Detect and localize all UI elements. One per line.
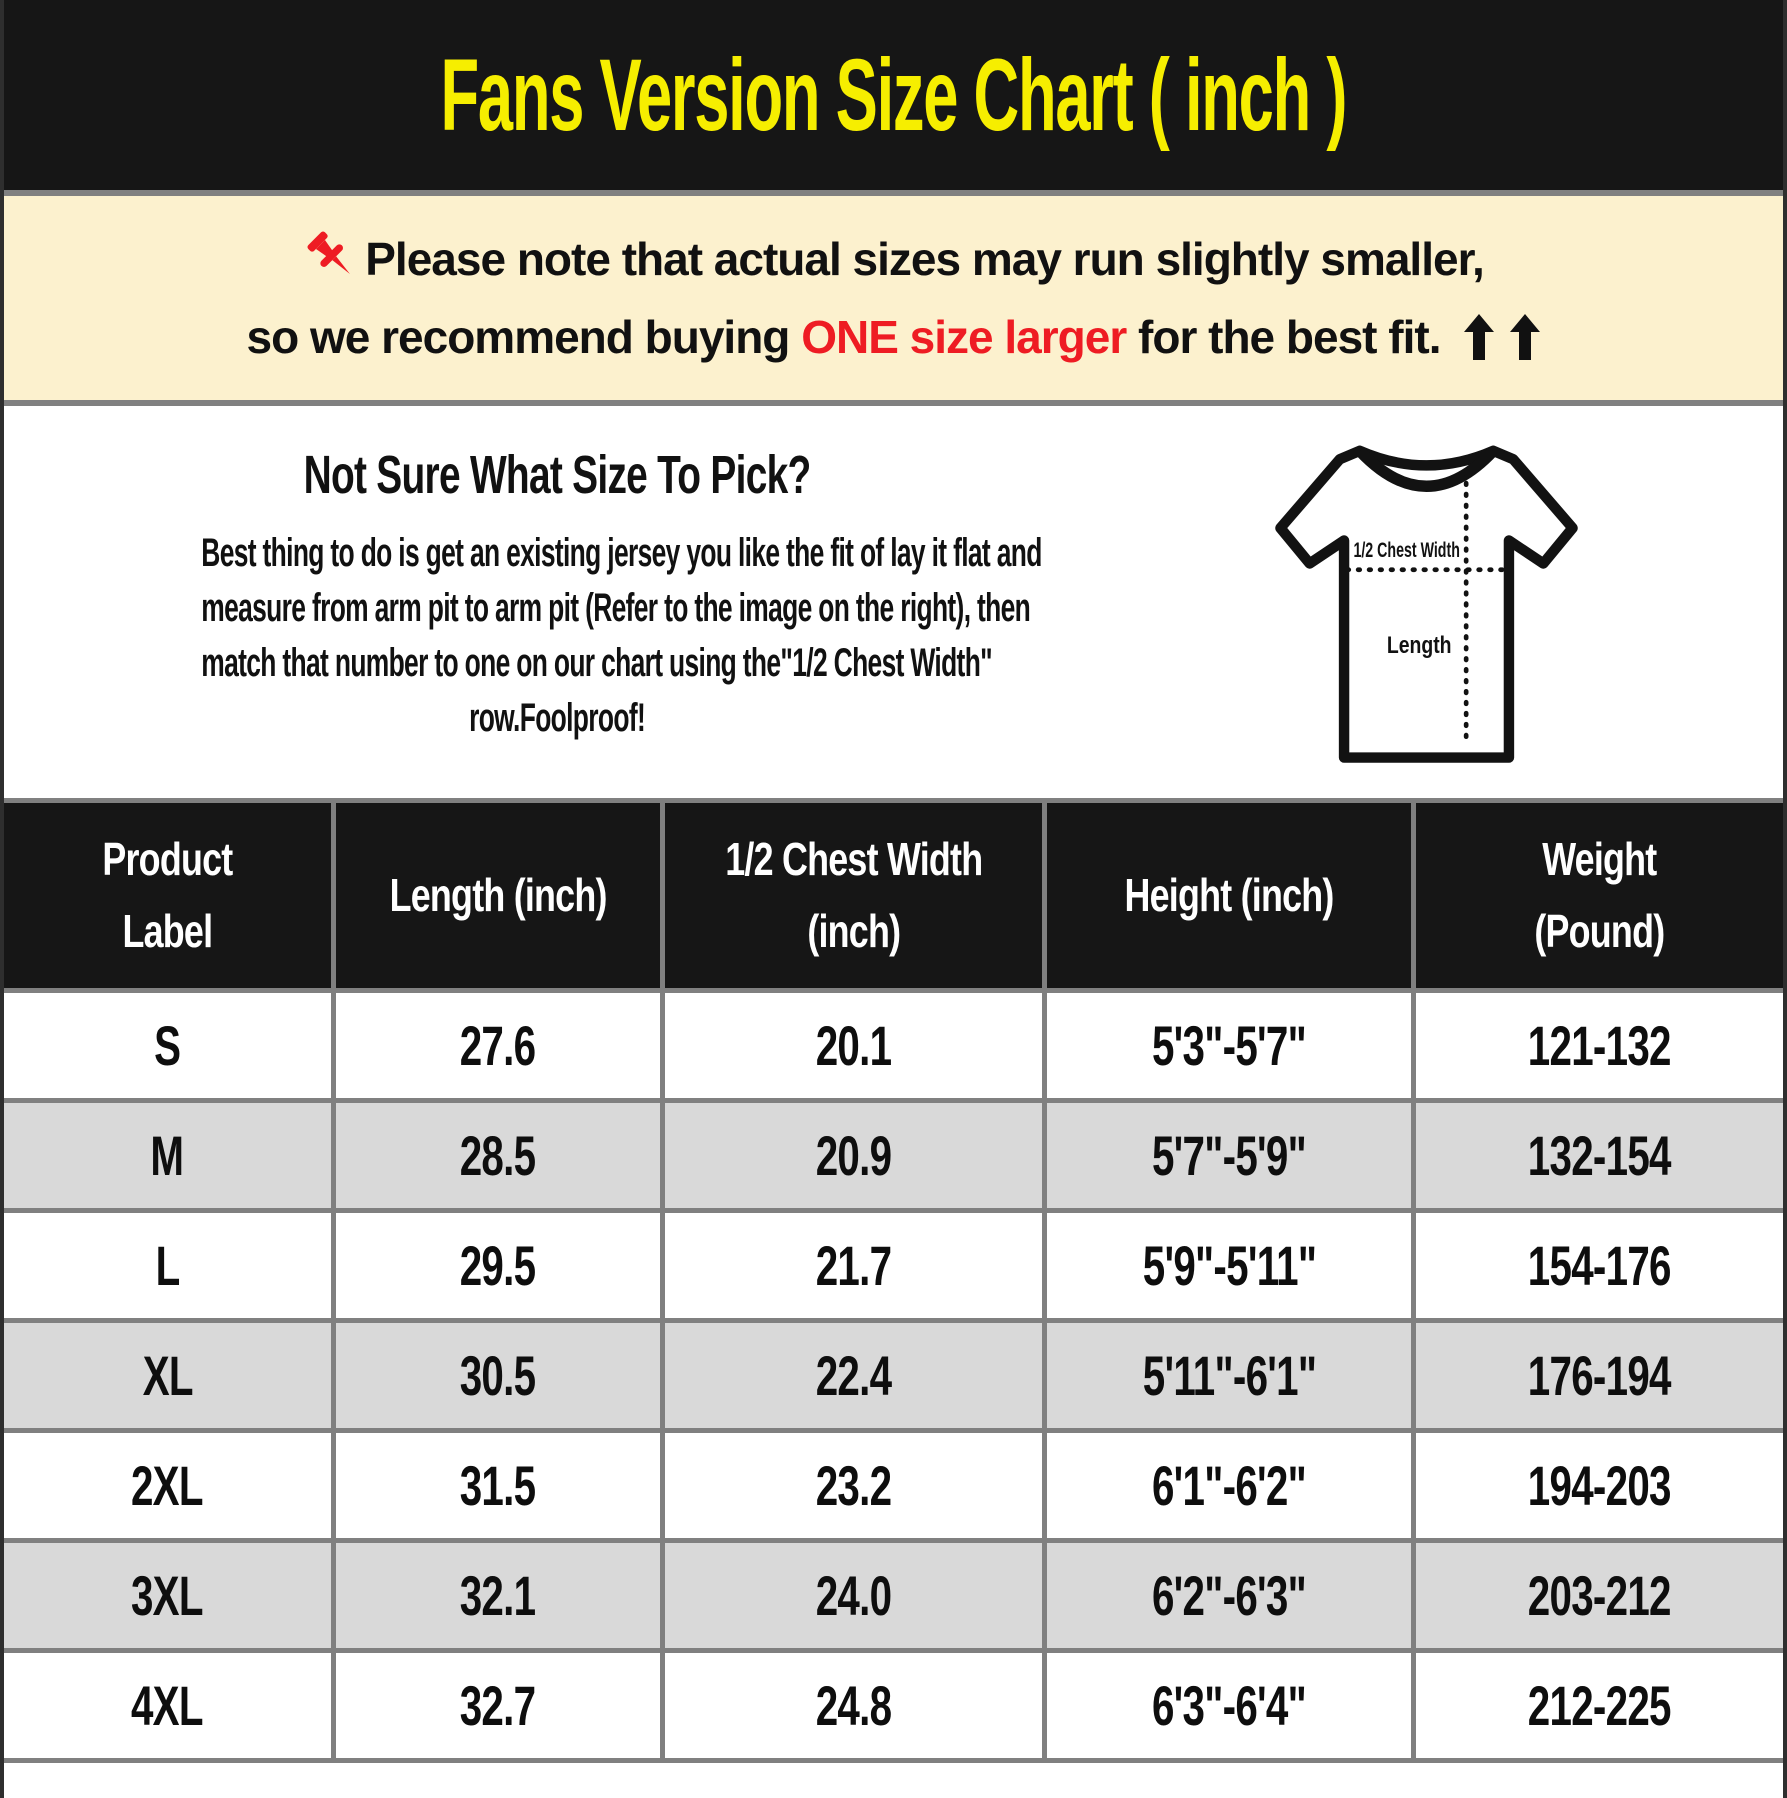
table-row: 2XL 31.5 23.2 6'1"-6'2" 194-203: [4, 1428, 1783, 1543]
section-divider: [4, 400, 1783, 406]
col-header-product-label: Product Label: [4, 798, 336, 993]
pushpin-icon: [307, 231, 351, 274]
cell-chest-width: 24.0: [659, 1538, 1048, 1653]
cell-height: 6'3"-6'4": [1042, 1648, 1417, 1763]
length-label: Length: [1387, 632, 1452, 659]
cell-weight: 154-176: [1411, 1208, 1783, 1323]
table-row: M 28.5 20.9 5'7"-5'9" 132-154: [4, 1098, 1783, 1213]
size-help-heading: Not Sure What Size To Pick?: [303, 445, 812, 505]
table-row: L 29.5 21.7 5'9"-5'11" 154-176: [4, 1208, 1783, 1323]
cell-weight: 132-154: [1411, 1098, 1783, 1213]
page-title: Fans Version Size Chart ( inch ): [440, 37, 1348, 152]
table-row: XL 30.5 22.4 5'11"-6'1" 176-194: [4, 1318, 1783, 1433]
size-table: Product Label Length (inch) 1/2 Chest Wi…: [4, 798, 1783, 1763]
size-help-line: Best thing to do is get an existing jers…: [201, 531, 1042, 575]
cell-size-label: M: [4, 1098, 336, 1213]
col-header-length: Length (inch): [330, 798, 665, 993]
notice-text-1: Please note that actual sizes may run sl…: [365, 233, 1484, 285]
table-row: 4XL 32.7 24.8 6'3"-6'4" 212-225: [4, 1648, 1783, 1763]
cell-height: 5'3"-5'7": [1042, 988, 1417, 1103]
cell-length: 28.5: [330, 1098, 665, 1213]
size-help-line: row.Foolproof!: [469, 696, 646, 740]
one-size-larger-highlight: ONE size larger: [801, 311, 1127, 363]
cell-size-label: 2XL: [4, 1428, 336, 1543]
cell-size-label: 4XL: [4, 1648, 336, 1763]
cell-length: 29.5: [330, 1208, 665, 1323]
cell-length: 32.1: [330, 1538, 665, 1653]
col-header-weight: Weight (Pound): [1411, 798, 1783, 993]
cell-chest-width: 23.2: [659, 1428, 1048, 1543]
section-divider: [4, 190, 1783, 196]
col-header-height: Height (inch): [1042, 798, 1417, 993]
cell-height: 6'2"-6'3": [1042, 1538, 1417, 1653]
cell-chest-width: 20.9: [659, 1098, 1048, 1213]
table-row: S 27.6 20.1 5'3"-5'7" 121-132: [4, 988, 1783, 1103]
cell-height: 5'7"-5'9": [1042, 1098, 1417, 1213]
cell-length: 31.5: [330, 1428, 665, 1543]
notice-text-2-prefix: so we recommend buying: [246, 311, 802, 363]
table-row: 3XL 32.1 24.0 6'2"-6'3" 203-212: [4, 1538, 1783, 1653]
page-header: Fans Version Size Chart ( inch ): [4, 0, 1783, 190]
cell-chest-width: 24.8: [659, 1648, 1048, 1763]
notice-banner: Please note that actual sizes may run sl…: [4, 196, 1783, 400]
up-arrow-icon: [1464, 314, 1495, 360]
size-help-line: match that number to one on our chart us…: [201, 641, 993, 685]
size-help-section: Not Sure What Size To Pick? Best thing t…: [4, 406, 1783, 798]
chest-width-label: 1/2 Chest Width: [1354, 539, 1460, 562]
col-header-chest-width: 1/2 Chest Width (inch): [659, 798, 1048, 993]
notice-line-1: Please note that actual sizes may run sl…: [303, 231, 1485, 286]
cell-size-label: S: [4, 988, 336, 1103]
tshirt-diagram: 1/2 Chest Width Length: [1096, 432, 1757, 798]
cell-size-label: XL: [4, 1318, 336, 1433]
cell-size-label: 3XL: [4, 1538, 336, 1653]
size-help-text-block: Not Sure What Size To Pick? Best thing t…: [18, 432, 1096, 798]
cell-chest-width: 21.7: [659, 1208, 1048, 1323]
cell-height: 5'9"-5'11": [1042, 1208, 1417, 1323]
cell-size-label: L: [4, 1208, 336, 1323]
cell-chest-width: 22.4: [659, 1318, 1048, 1433]
cell-length: 30.5: [330, 1318, 665, 1433]
cell-chest-width: 20.1: [659, 988, 1048, 1103]
cell-weight: 176-194: [1411, 1318, 1783, 1433]
cell-length: 27.6: [330, 988, 665, 1103]
table-header-row: Product Label Length (inch) 1/2 Chest Wi…: [4, 798, 1783, 993]
tshirt-icon: 1/2 Chest Width Length: [1275, 445, 1578, 763]
cell-height: 6'1"-6'2": [1042, 1428, 1417, 1543]
cell-weight: 194-203: [1411, 1428, 1783, 1543]
up-arrow-icon: [1510, 314, 1541, 360]
size-help-line: measure from arm pit to arm pit (Refer t…: [201, 586, 1031, 630]
notice-text-2-suffix: for the best fit.: [1126, 311, 1441, 363]
cell-height: 5'11"-6'1": [1042, 1318, 1417, 1433]
cell-weight: 121-132: [1411, 988, 1783, 1103]
cell-weight: 203-212: [1411, 1538, 1783, 1653]
cell-weight: 212-225: [1411, 1648, 1783, 1763]
notice-line-2: so we recommend buying ONE size larger f…: [247, 310, 1541, 364]
cell-length: 32.7: [330, 1648, 665, 1763]
